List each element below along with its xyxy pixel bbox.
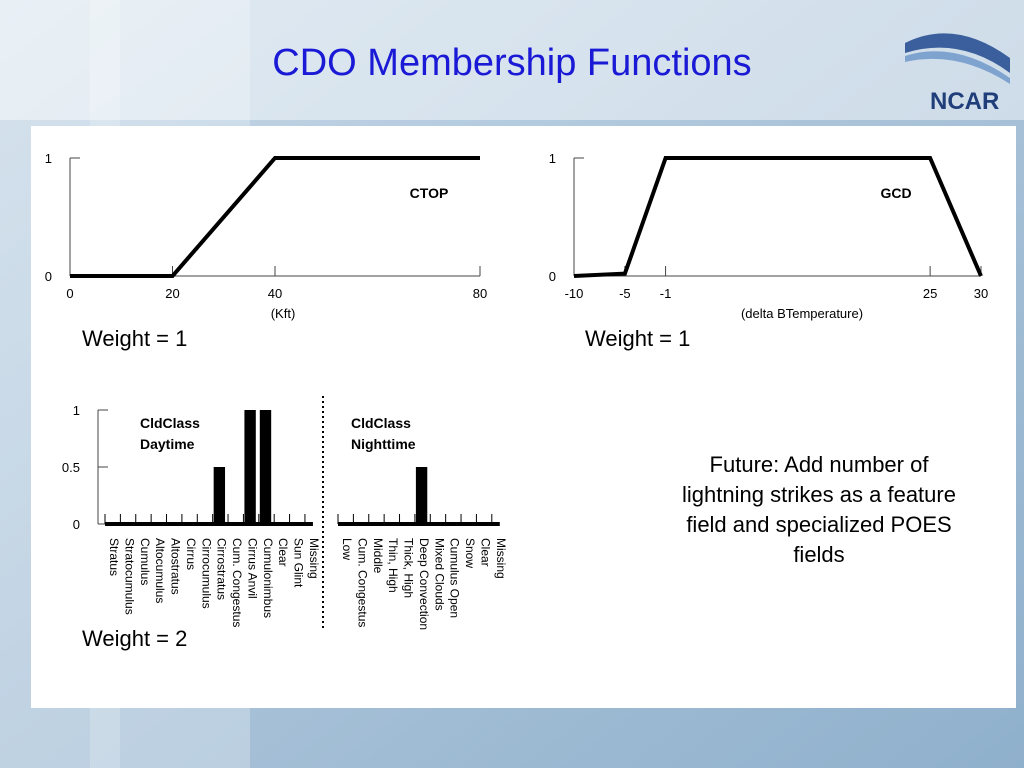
ctop-title: CTOP [410, 185, 449, 201]
cldclass-category-label: Snow [463, 538, 477, 568]
ncar-logo-swoosh [905, 33, 1010, 84]
ctop-x-tick-label: 0 [66, 286, 73, 301]
gcd-x-tick-label: 30 [974, 286, 988, 301]
ctop-weight: Weight = 1 [82, 326, 188, 351]
cldclass-category-label: Mixed Clouds [432, 538, 446, 611]
cldclass-category-label: Missing [494, 538, 508, 579]
slide-title: CDO Membership Functions [272, 42, 752, 84]
gcd-x-tick-label: -5 [619, 286, 631, 301]
gcd-x-label: (delta BTemperature) [741, 306, 863, 321]
cldclass-y-tick-label: 1 [73, 403, 80, 418]
gcd-weight: Weight = 1 [585, 326, 691, 351]
cldclass-category-label: Cirrocumulus [199, 538, 213, 609]
cldclass-bar [213, 467, 226, 524]
cldclass-category-label: Stratus [107, 538, 121, 576]
cldclass-weight: Weight = 2 [82, 626, 188, 651]
cldclass-y-tick-label: 0.5 [62, 460, 80, 475]
gcd-title: GCD [880, 185, 911, 201]
cldclass-y-tick-label: 0 [73, 517, 80, 532]
cldclass-group-label: CldClass [351, 415, 411, 431]
gcd-x-tick-label: 25 [923, 286, 937, 301]
cldclass-category-label: Sun Glint [292, 538, 306, 588]
cldclass-category-label: Middle [371, 538, 385, 574]
ncar-logo: NCAR [930, 88, 1000, 115]
ctop-y-tick-label: 1 [45, 151, 52, 166]
gcd-series-line [573, 156, 983, 278]
cldclass-category-label: Altocumulus [153, 538, 167, 603]
cldclass-bar [259, 410, 272, 524]
cldclass-category-label: Missing [307, 538, 321, 579]
cldclass-category-label: Low [340, 538, 354, 560]
cldclass-bar [415, 467, 428, 524]
cldclass-category-label: Cumulus [138, 538, 152, 585]
cldclass-category-label: Cirrus [184, 538, 198, 570]
ctop-series-line [70, 156, 480, 278]
gcd-y-tick-label: 1 [549, 151, 556, 166]
cldclass-category-label: Cum. Congestus [355, 538, 369, 627]
cldclass-group-label: Daytime [140, 436, 195, 452]
cldclass-category-label: Altostratus [169, 538, 183, 595]
cldclass-group-label: Nighttime [351, 436, 416, 452]
ctop-x-tick-label: 80 [473, 286, 487, 301]
cldclass-category-label: Cum. Congestus [230, 538, 244, 627]
cldclass-category-label: Thin, High [386, 538, 400, 593]
cldclass-category-label: Deep Convection [417, 538, 431, 630]
cldclass-category-label: Cumulonimbus [261, 538, 275, 618]
cldclass-category-label: Thick, High [402, 538, 416, 598]
ctop-y-tick-label: 0 [45, 269, 52, 284]
cldclass-category-label: Stratocumulus [122, 538, 136, 615]
content-panel [31, 126, 1016, 708]
cldclass-category-label: Cirrus Anvil [245, 538, 259, 599]
future-note: Future: Add number of lightning strikes … [682, 452, 956, 567]
cldclass-category-label: Cumulus Open [448, 538, 462, 618]
cldclass-bar [244, 410, 256, 524]
cldclass-group-label: CldClass [140, 415, 200, 431]
ctop-x-label: (Kft) [271, 306, 296, 321]
gcd-x-tick-label: -1 [660, 286, 672, 301]
cldclass-category-label: Clear [276, 538, 290, 567]
gcd-y-tick-label: 0 [549, 269, 556, 284]
ctop-x-tick-label: 40 [268, 286, 282, 301]
ctop-x-tick-label: 20 [165, 286, 179, 301]
cldclass-category-label: Clear [478, 538, 492, 567]
gcd-x-tick-label: -10 [565, 286, 584, 301]
cldclass-category-label: Cirrostratus [215, 538, 229, 600]
